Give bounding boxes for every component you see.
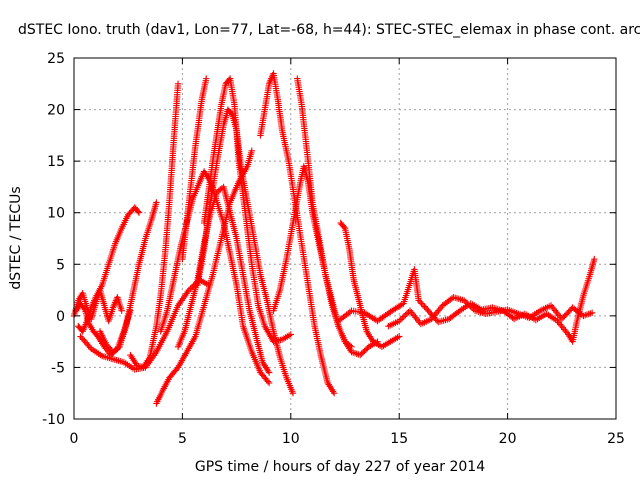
y-tick-label: -10 bbox=[42, 412, 65, 428]
data-points bbox=[70, 70, 598, 407]
x-tick-label: 20 bbox=[499, 431, 517, 447]
y-tick-label: 10 bbox=[47, 206, 65, 222]
x-tick-labels: 0 5 10 15 20 25 bbox=[70, 431, 625, 447]
data-arc bbox=[127, 80, 182, 371]
y-axis-label: dSTEC / TECUs bbox=[8, 186, 24, 289]
y-tick-label: 0 bbox=[56, 309, 65, 325]
data-arc bbox=[294, 75, 381, 359]
y-tick-labels: -10 -5 0 5 10 15 20 25 bbox=[42, 51, 65, 428]
x-tick-label: 25 bbox=[607, 431, 625, 447]
data-arc bbox=[96, 199, 160, 356]
y-tick-label: -5 bbox=[51, 360, 65, 376]
data-arc bbox=[157, 168, 273, 387]
x-tick-label: 15 bbox=[390, 431, 408, 447]
data-arc bbox=[77, 276, 212, 373]
y-tick-label: 25 bbox=[47, 51, 65, 67]
data-arc bbox=[179, 75, 210, 263]
x-axis-label: GPS time / hours of day 227 of year 2014 bbox=[195, 459, 485, 475]
x-tick-label: 10 bbox=[282, 431, 300, 447]
data-arc bbox=[200, 75, 294, 345]
plot-frame bbox=[73, 57, 617, 420]
data-arc bbox=[194, 106, 297, 397]
chart-title: dSTEC Iono. truth (dav1, Lon=77, Lat=-68… bbox=[18, 22, 640, 38]
x-tick-label: 0 bbox=[70, 431, 79, 447]
y-tick-label: 5 bbox=[56, 257, 65, 273]
axis-ticks bbox=[73, 57, 617, 420]
y-tick-label: 15 bbox=[47, 154, 65, 170]
data-arc bbox=[385, 294, 596, 330]
data-arc bbox=[337, 219, 403, 350]
x-tick-label: 5 bbox=[178, 431, 187, 447]
data-arc bbox=[257, 70, 338, 397]
y-tick-label: 20 bbox=[47, 103, 65, 119]
